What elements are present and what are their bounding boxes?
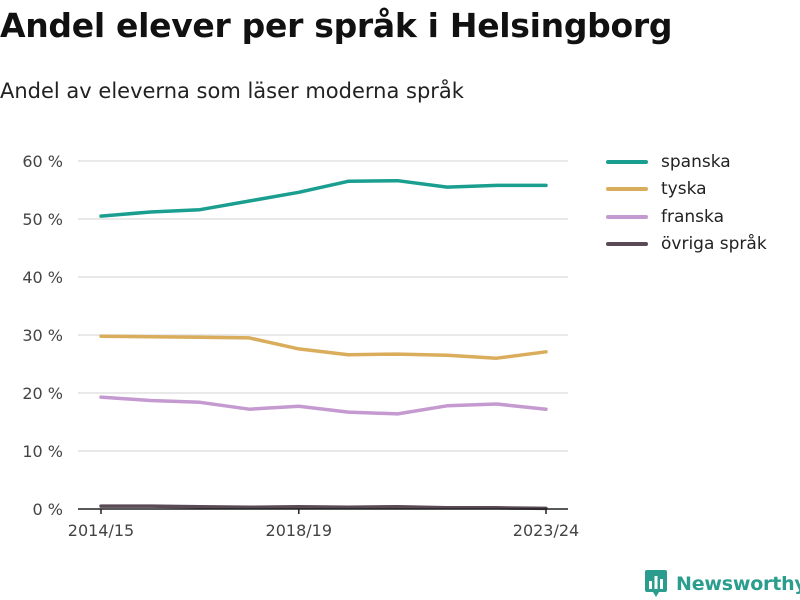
legend-swatch	[606, 187, 648, 192]
bar-chart-pin-icon	[645, 570, 667, 597]
series-line-tyska	[99, 334, 548, 360]
y-tick-label: 60 %	[22, 152, 63, 171]
x-tick-label: 2018/19	[266, 521, 332, 540]
y-tick-label: 20 %	[22, 384, 63, 403]
series-line-övriga-språk	[99, 504, 548, 511]
legend-swatch	[606, 242, 648, 247]
y-tick-label: 10 %	[22, 442, 63, 461]
legend-item: franska	[606, 203, 767, 231]
x-tick-label: 2014/15	[68, 521, 134, 540]
y-tick-label: 40 %	[22, 268, 63, 287]
x-tick-label: 2023/24	[513, 521, 579, 540]
chart-title: Andel elever per språk i Helsingborg	[0, 6, 673, 45]
legend-label: tyska	[661, 179, 707, 200]
legend-swatch	[606, 214, 648, 219]
legend: spanska tyska franska övriga språk	[606, 148, 767, 258]
legend-item: spanska	[606, 148, 767, 176]
brand-name: Newsworthy	[676, 573, 800, 595]
y-tick-label: 50 %	[22, 210, 63, 229]
legend-label: spanska	[661, 151, 731, 172]
y-axis-tick-labels: 0 % 10 % 20 % 30 % 40 % 50 % 60 %	[22, 152, 63, 519]
series-line-spanska	[99, 178, 548, 218]
x-axis: 2014/15 2018/19 2023/24	[68, 508, 579, 540]
grid-lines	[78, 160, 568, 452]
y-tick-label: 0 %	[33, 500, 63, 519]
series-lines	[99, 178, 548, 511]
legend-item: övriga språk	[606, 231, 767, 259]
series-line-franska	[99, 395, 548, 416]
brand-logo: Newsworthy	[644, 569, 800, 599]
legend-swatch	[606, 159, 648, 164]
legend-item: tyska	[606, 176, 767, 204]
y-tick-label: 30 %	[22, 326, 63, 345]
chart-subtitle: Andel av eleverna som läser moderna språ…	[0, 79, 464, 103]
legend-label: franska	[661, 206, 724, 227]
legend-label: övriga språk	[661, 234, 767, 255]
